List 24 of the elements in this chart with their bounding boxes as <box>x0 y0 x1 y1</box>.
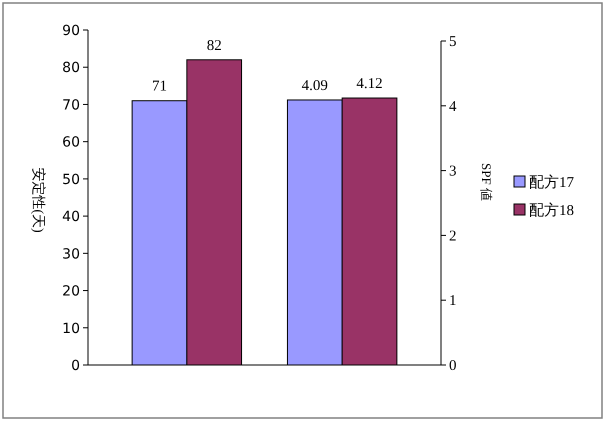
legend-label: 配方18 <box>529 202 574 219</box>
y-tick-label: 50 <box>62 172 80 188</box>
data-label: 4.09 <box>302 78 328 94</box>
data-label: 71 <box>152 78 167 95</box>
legend-label: 配方17 <box>529 174 574 191</box>
data-label: 4.12 <box>356 76 383 92</box>
y-tick-label: 0 <box>71 358 80 374</box>
y-tick-label: 90 <box>62 23 80 39</box>
y-axis-title: 安定性(天) <box>30 167 46 233</box>
y2-tick-label: 0 <box>449 358 456 374</box>
y2-tick-label: 5 <box>449 34 456 50</box>
y-tick-label: 40 <box>62 209 80 226</box>
y2-tick-label: 3 <box>449 164 456 180</box>
y2-tick-label: 1 <box>449 293 456 310</box>
y-tick-label: 80 <box>62 60 80 76</box>
data-label: 82 <box>206 38 222 54</box>
y-tick-label: 70 <box>62 97 80 114</box>
y2-axis-title: SPF 値 <box>479 163 494 201</box>
y-tick-label: 10 <box>62 320 80 337</box>
y-tick-label: 30 <box>62 246 80 262</box>
y2-tick-label: 4 <box>449 98 457 115</box>
y-tick-label: 20 <box>62 284 80 300</box>
y-tick-label: 60 <box>62 134 80 151</box>
y2-tick-label: 2 <box>449 228 456 244</box>
